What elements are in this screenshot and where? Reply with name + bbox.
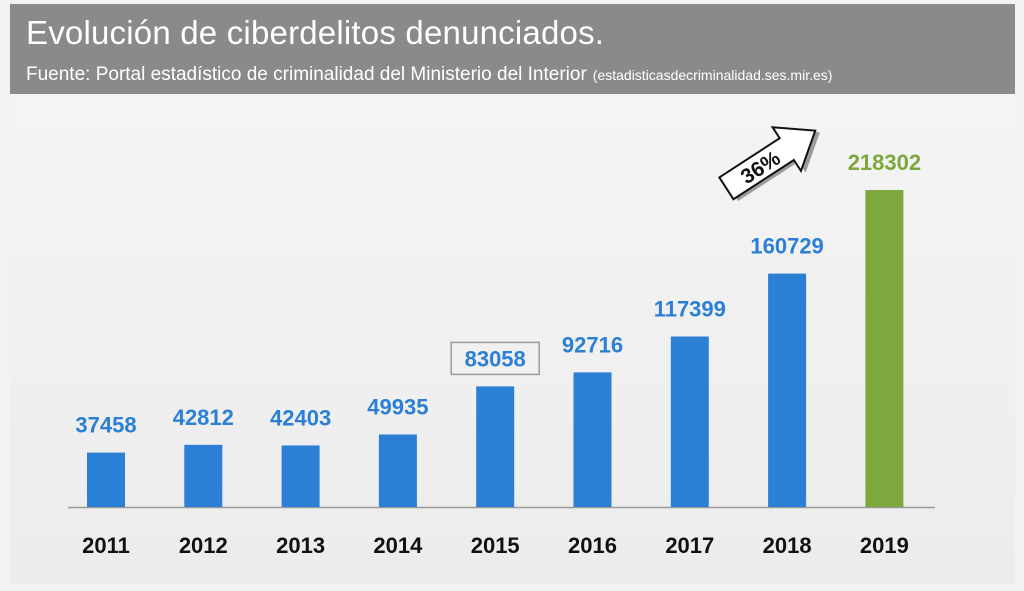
- growth-arrow-icon: [717, 126, 817, 201]
- growth-arrow-annotation: 36%: [717, 126, 820, 201]
- bar-2013: [281, 445, 320, 507]
- value-label-2016: 92716: [562, 332, 623, 357]
- bar-2019: [865, 190, 904, 507]
- value-label-2015: 83058: [465, 346, 526, 371]
- subtitle-source: Fuente: Portal estadístico de criminalid…: [26, 64, 587, 85]
- value-label-2019: 218302: [848, 150, 921, 175]
- category-label-2013: 2013: [276, 533, 325, 558]
- value-label-2013: 42403: [270, 405, 331, 430]
- bar-2014: [378, 434, 417, 507]
- source-url: (estadisticasdecriminalidad.ses.mir.es): [592, 67, 833, 83]
- value-label-box: [450, 341, 540, 376]
- bar-2012: [184, 444, 223, 507]
- category-label-2011: 2011: [82, 533, 130, 558]
- bar-2015: [476, 386, 515, 507]
- value-label-2012: 42812: [173, 405, 234, 430]
- category-label-2019: 2019: [860, 533, 909, 558]
- category-label-2014: 2014: [373, 533, 423, 558]
- category-label-2018: 2018: [763, 533, 812, 558]
- category-label-2012: 2012: [179, 533, 228, 558]
- bar-2017: [670, 336, 709, 507]
- chart-title: Evolución de ciberdelitos denunciados.: [26, 14, 605, 51]
- header-banner: Evolución de ciberdelitos denunciados. F…: [10, 4, 1015, 94]
- category-label-2017: 2017: [665, 533, 714, 558]
- bar-2018: [768, 273, 807, 507]
- value-label-2018: 160729: [750, 234, 823, 259]
- chart-subtitle: Fuente: Portal estadístico de criminalid…: [26, 64, 832, 86]
- value-label-2011: 37458: [75, 413, 136, 438]
- value-label-2014: 49935: [367, 394, 428, 419]
- value-label-2017: 117399: [654, 297, 726, 322]
- category-label-2015: 2015: [471, 533, 520, 558]
- category-label-2016: 2016: [568, 533, 617, 558]
- bar-2011: [87, 452, 125, 507]
- bar-2016: [573, 372, 612, 507]
